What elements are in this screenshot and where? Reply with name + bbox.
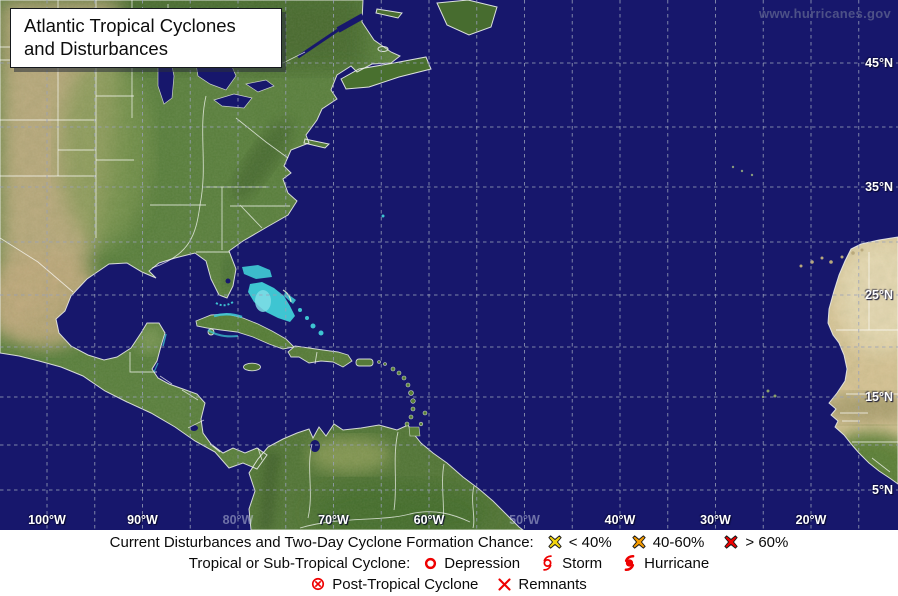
legend-line-post-tropical: Post-Tropical Cyclone Remnants xyxy=(0,574,898,594)
legend-item-hurricane: Hurricane xyxy=(622,554,709,572)
legend-line-disturbances: Current Disturbances and Two-Day Cyclone… xyxy=(0,532,898,552)
chance-low-x-icon xyxy=(548,535,562,549)
remnants-icon xyxy=(498,577,511,591)
chance-medium-label: 40-60% xyxy=(652,533,705,551)
depression-label: Depression xyxy=(444,554,521,572)
map-title-box: Atlantic Tropical Cyclones and Disturban… xyxy=(10,8,282,68)
remnants-label: Remnants xyxy=(518,575,587,593)
legend-item-chance-low: < 40% xyxy=(548,534,612,551)
post-tropical-icon xyxy=(312,577,325,591)
chance-low-label: < 40% xyxy=(568,533,612,551)
cyclone-legend-label: Tropical or Sub-Tropical Cyclone: xyxy=(188,554,411,572)
chance-high-label: > 60% xyxy=(745,533,789,551)
watermark: www.hurricanes.gov xyxy=(758,6,891,21)
bermuda xyxy=(381,214,385,218)
legend-bar: Current Disturbances and Two-Day Cyclone… xyxy=(0,530,898,596)
storm-label: Storm xyxy=(562,554,603,572)
legend-item-chance-medium: 40-60% xyxy=(632,533,705,551)
legend-item-remnants: Remnants xyxy=(498,575,587,593)
lesser-antilles xyxy=(377,360,428,437)
legend-line-cyclones: Tropical or Sub-Tropical Cyclone: Depres… xyxy=(0,553,898,573)
atlantic-map[interactable]: 45°N 35°N 25°N 15°N 5°N 100°W 90°W 80°W 70°W 60°W… xyxy=(0,0,898,530)
storm-icon xyxy=(543,555,552,571)
map-canvas xyxy=(0,0,898,530)
hurricane-icon xyxy=(624,554,635,572)
chance-high-x-icon xyxy=(724,535,738,549)
eastern-atlantic-islands xyxy=(731,165,864,399)
chance-medium-x-icon xyxy=(632,535,646,549)
post-tropical-label: Post-Tropical Cyclone xyxy=(332,575,479,593)
legend-item-depression: Depression xyxy=(424,555,520,572)
depression-icon xyxy=(425,557,437,569)
legend-item-storm: Storm xyxy=(540,554,602,572)
legend-item-chance-high: > 60% xyxy=(724,534,788,551)
map-title-line1: Atlantic Tropical Cyclones xyxy=(24,15,236,36)
legend-item-post-tropical: Post-Tropical Cyclone xyxy=(311,576,478,593)
hurricane-label: Hurricane xyxy=(644,554,710,572)
caribbean-islands xyxy=(195,313,374,372)
disturbance-legend-label: Current Disturbances and Two-Day Cyclone… xyxy=(109,533,534,551)
map-title-line2: and Disturbances xyxy=(24,38,168,59)
